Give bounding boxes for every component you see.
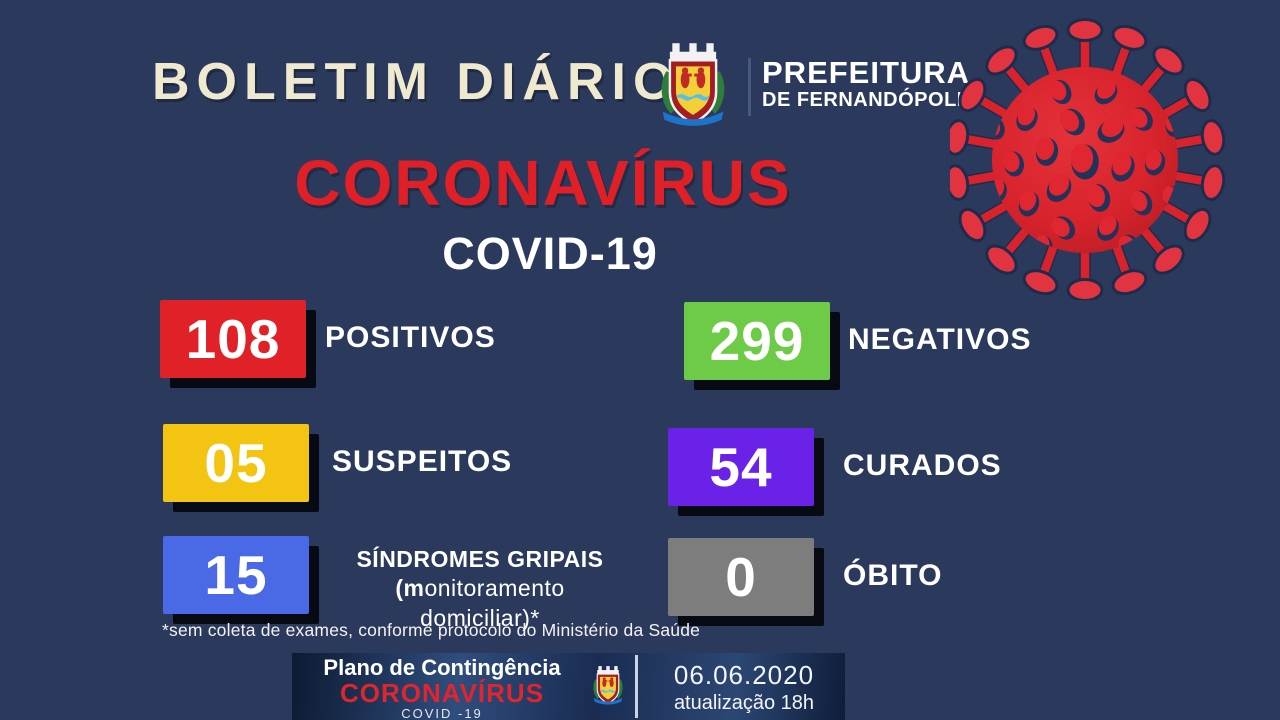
- header-divider: [748, 58, 751, 116]
- coat-of-arms-icon: [654, 42, 732, 132]
- stat-label-suspeitos: SUSPEITOS: [332, 445, 513, 478]
- stat-value-positivos: 108: [185, 308, 281, 370]
- stat-box-suspeitos: 05: [163, 424, 309, 502]
- stat-box-negativos: 299: [684, 302, 830, 380]
- org-name-line1: PREFEITURA: [762, 55, 971, 90]
- stat-box-obito: 0: [668, 538, 814, 616]
- org-name: PREFEITURA DE FERNANDÓPOLIS: [762, 55, 977, 112]
- update-info-block: 06.06.2020 atualização 18h: [644, 660, 844, 716]
- footer-bar: Plano de Contingência CORONAVÍRUS COVID …: [292, 653, 845, 720]
- footer-program-line1: Plano de Contingência: [323, 655, 561, 680]
- stat-label-sindromes-gripais: SÍNDROMES GRIPAIS (monitoramento domicil…: [340, 545, 620, 633]
- coat-of-arms-icon-small: [591, 658, 625, 715]
- stat-label-curados: CURADOS: [843, 449, 1002, 482]
- footer-divider: [635, 655, 638, 718]
- stat-label-positivos: POSITIVOS: [325, 321, 496, 354]
- stat-value-sindromes-gripais: 15: [204, 544, 268, 606]
- sublabel-bold: (m: [395, 575, 425, 601]
- footer-program-line3: COVID -19: [401, 706, 483, 720]
- footer-program-line2: CORONAVÍRUS: [339, 678, 545, 708]
- contingency-plan-block: Plano de Contingência CORONAVÍRUS COVID …: [292, 656, 592, 720]
- stat-box-positivos: 108: [160, 300, 306, 378]
- stat-value-curados: 54: [709, 436, 773, 498]
- stat-label-obito: ÓBITO: [843, 559, 943, 592]
- sublabel-rest: onitoramento domiciliar)*: [420, 575, 565, 631]
- disease-subtitle: COVID-19: [442, 228, 658, 279]
- stat-value-suspeitos: 05: [204, 432, 268, 494]
- disease-title: CORONAVÍRUS: [294, 147, 792, 219]
- org-name-line2: DE FERNANDÓPOLIS: [762, 89, 977, 111]
- stat-label-negativos: NEGATIVOS: [848, 323, 1032, 356]
- stat-label-sindromes-line2: (monitoramento domiciliar)*: [340, 573, 620, 633]
- footnote: *sem coleta de exames, conforme protocol…: [162, 620, 701, 640]
- page-title: BOLETIM DIÁRIO: [152, 53, 681, 111]
- update-time: atualização 18h: [673, 692, 815, 714]
- stat-box-curados: 54: [668, 428, 814, 506]
- stat-value-obito: 0: [725, 546, 757, 608]
- stat-value-negativos: 299: [709, 310, 805, 372]
- bulletin-date: 06.06.2020: [673, 660, 815, 690]
- coronavirus-illustration: [950, 18, 1226, 300]
- stat-box-sindromes-gripais: 15: [163, 536, 309, 614]
- stat-label-sindromes-line1: SÍNDROMES GRIPAIS: [356, 546, 604, 572]
